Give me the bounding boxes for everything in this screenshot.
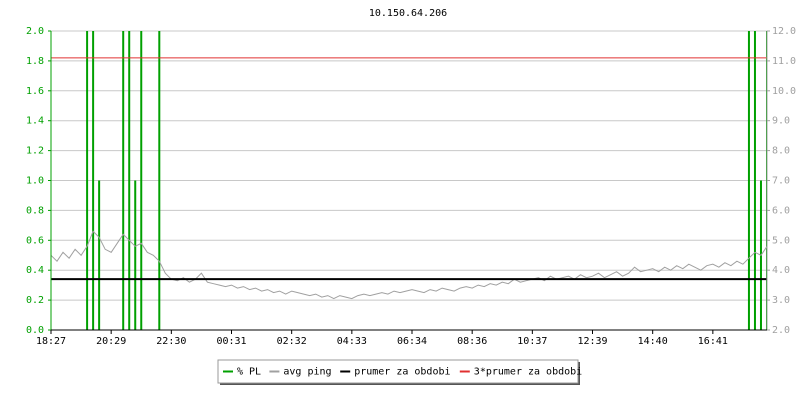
y-tick-label: 1.0 — [26, 176, 44, 187]
x-tick-label: 00:31 — [216, 336, 246, 347]
y-tick-label: 1.6 — [26, 86, 44, 97]
y-tick-label: 0.0 — [26, 325, 44, 336]
legend-label: % PL — [237, 367, 261, 378]
y-tick-label: 1.8 — [26, 56, 44, 67]
y2-tick-label: 6.0 — [772, 205, 790, 216]
x-tick-label: 08:36 — [457, 336, 487, 347]
y-tick-label: 0.6 — [26, 235, 44, 246]
legend-label: prumer za obdobi — [354, 367, 450, 378]
x-tick-label: 10:37 — [517, 336, 547, 347]
x-tick-label: 04:33 — [337, 336, 367, 347]
y2-tick-label: 2.0 — [772, 325, 790, 336]
legend-label: 3*prumer za obdobi — [474, 367, 582, 378]
x-tick-label: 06:34 — [397, 336, 427, 347]
y2-tick-label: 7.0 — [772, 176, 790, 187]
y-tick-label: 1.4 — [26, 116, 44, 127]
x-tick-label: 22:30 — [156, 336, 186, 347]
y2-tick-label: 8.0 — [772, 146, 790, 157]
y2-tick-label: 12.0 — [772, 26, 796, 37]
legend-label: avg ping — [283, 367, 331, 378]
y2-tick-label: 4.0 — [772, 265, 790, 276]
y2-tick-label: 9.0 — [772, 116, 790, 127]
y2-tick-label: 11.0 — [772, 56, 796, 67]
chart-title: 10.150.64.206 — [369, 8, 447, 19]
x-tick-label: 02:32 — [277, 336, 307, 347]
y-tick-label: 2.0 — [26, 26, 44, 37]
x-tick-label: 12:39 — [577, 336, 607, 347]
y2-tick-label: 3.0 — [772, 295, 790, 306]
y-tick-label: 0.8 — [26, 205, 44, 216]
x-tick-label: 16:41 — [698, 336, 728, 347]
plot — [51, 31, 767, 330]
x-tick-label: 18:27 — [36, 336, 66, 347]
x-tick-label: 20:29 — [96, 336, 126, 347]
y-tick-label: 0.4 — [26, 265, 44, 276]
legend — [217, 359, 579, 384]
y2-tick-label: 10.0 — [772, 86, 796, 97]
y-tick-label: 0.2 — [26, 295, 44, 306]
y-tick-label: 1.2 — [26, 146, 44, 157]
x-tick-label: 14:40 — [638, 336, 668, 347]
y2-tick-label: 5.0 — [772, 235, 790, 246]
